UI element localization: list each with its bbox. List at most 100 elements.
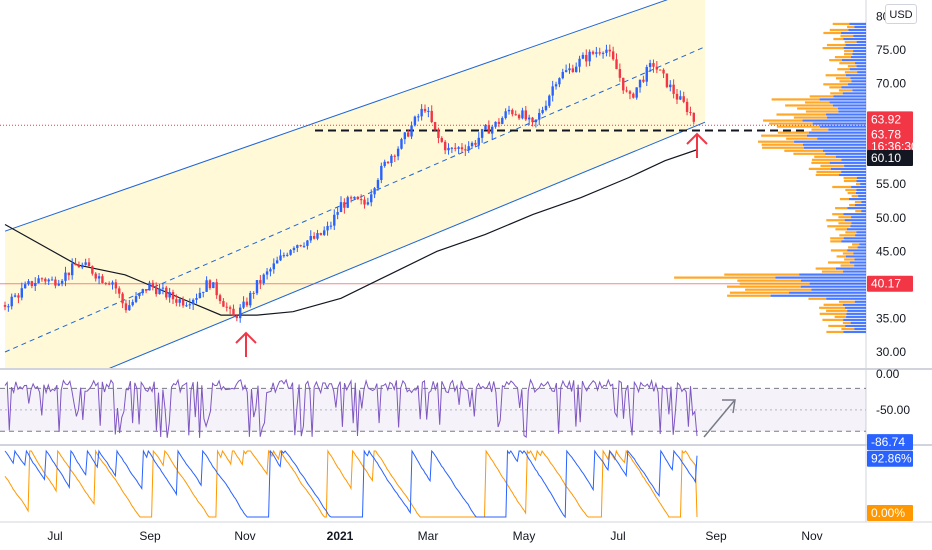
red-arrow-up-left[interactable] [235,331,257,357]
candle-body [165,287,168,298]
gray-arrow-head [722,399,736,414]
candle-body [114,282,118,289]
candle-body [484,125,487,130]
volume-bar-up [840,34,854,38]
currency-button[interactable]: USD [885,4,917,24]
time-axis-tick: Sep [705,529,727,543]
volume-bar-up [827,261,850,264]
volume-bar-down [841,59,866,62]
volume-bar-down [843,318,866,321]
volume-bar-up [855,210,862,213]
volume-bar-down [835,267,866,270]
aroon-pane[interactable] [0,446,866,522]
aroon-up-line[interactable] [4,449,698,518]
volume-bar-up [745,288,812,291]
candle-body [437,129,440,138]
candle-body [245,301,249,306]
volume-bar-down [846,315,866,318]
volume-bar-up [761,143,804,146]
candle-body [474,142,477,145]
candle-body [286,254,289,256]
volume-bar-down [854,258,866,261]
candle-body [333,214,336,226]
volume-bar-up [842,252,854,255]
volume-bar-up [808,167,831,170]
volume-bar-up [830,237,844,240]
volume-bar-down [851,185,866,189]
candle-body [611,51,615,60]
volume-bar-up [763,119,803,122]
channel-upper-line[interactable] [4,0,705,232]
time-axis-tick: Jul [47,529,62,543]
volume-bar-up [830,249,848,252]
volume-bar-down [861,210,866,213]
candle-body [218,295,222,302]
volume-bar-up [835,207,848,210]
volume-bar-down [835,155,866,158]
volume-bar-up [777,131,809,134]
candle-body [494,121,497,127]
candle-body [527,117,531,120]
candle-body [101,276,104,283]
volume-bar-down [849,22,866,26]
tag-label: 60.10 [871,151,901,165]
volume-bar-up [819,306,846,309]
red-arrow-up-right[interactable] [686,132,708,158]
volume-bar-up [834,315,847,318]
volume-bar-down [811,288,866,291]
volume-bar-down [828,128,866,131]
time-axis-tick: Mar [418,529,439,543]
volume-bar-down [808,131,866,134]
volume-profile [674,22,866,334]
volume-bar-up [826,309,848,312]
volume-bar-up [844,53,853,56]
channel-lower-line[interactable] [5,121,706,411]
time-axis-tick: Nov [234,529,255,543]
volume-bar-up [771,98,820,101]
candle-body [618,69,622,78]
gray-arrow[interactable] [703,399,736,438]
price-axis-tick: 75.00 [876,43,906,57]
volume-bar-down [800,285,866,288]
volume-bar-down [850,321,866,325]
candle-body [635,87,638,98]
volume-bar-down [844,219,866,222]
volume-bar-down [845,324,866,328]
candle-body [420,108,423,117]
candle-body [178,299,181,303]
volume-bar-down [833,95,866,98]
volume-bar-up [822,46,844,50]
candle-body [601,52,605,54]
candle-body [175,299,178,303]
candle-body [349,197,353,199]
candle-body [191,299,195,305]
volume-bar-up [843,176,857,180]
volume-bar-up [674,276,776,279]
candle-body [74,263,77,266]
volume-bar-up [819,312,847,315]
aroon-down-line[interactable] [4,449,698,519]
candle-body [188,304,191,306]
tag-bg [867,450,913,467]
candle-body [423,108,427,112]
candle-body [615,59,618,70]
candle-body [323,230,326,235]
volume-bar-down [850,77,866,80]
candle-body [675,93,679,100]
volume-bar-down [822,149,866,152]
volume-bar-up [835,77,851,80]
candle-body [410,125,413,137]
volume-bar-down [844,164,866,167]
volume-bar-up [855,182,861,186]
volume-bar-up [811,161,830,164]
candle-body [548,95,551,106]
volume-bar-up [847,65,857,68]
volume-bar-down [841,158,866,161]
volume-bar-down [819,125,866,128]
volume-bar-down [852,53,866,56]
candle-body [185,305,188,307]
candle-body [450,147,454,149]
candle-body [585,54,588,62]
rsi-line[interactable] [4,378,698,439]
